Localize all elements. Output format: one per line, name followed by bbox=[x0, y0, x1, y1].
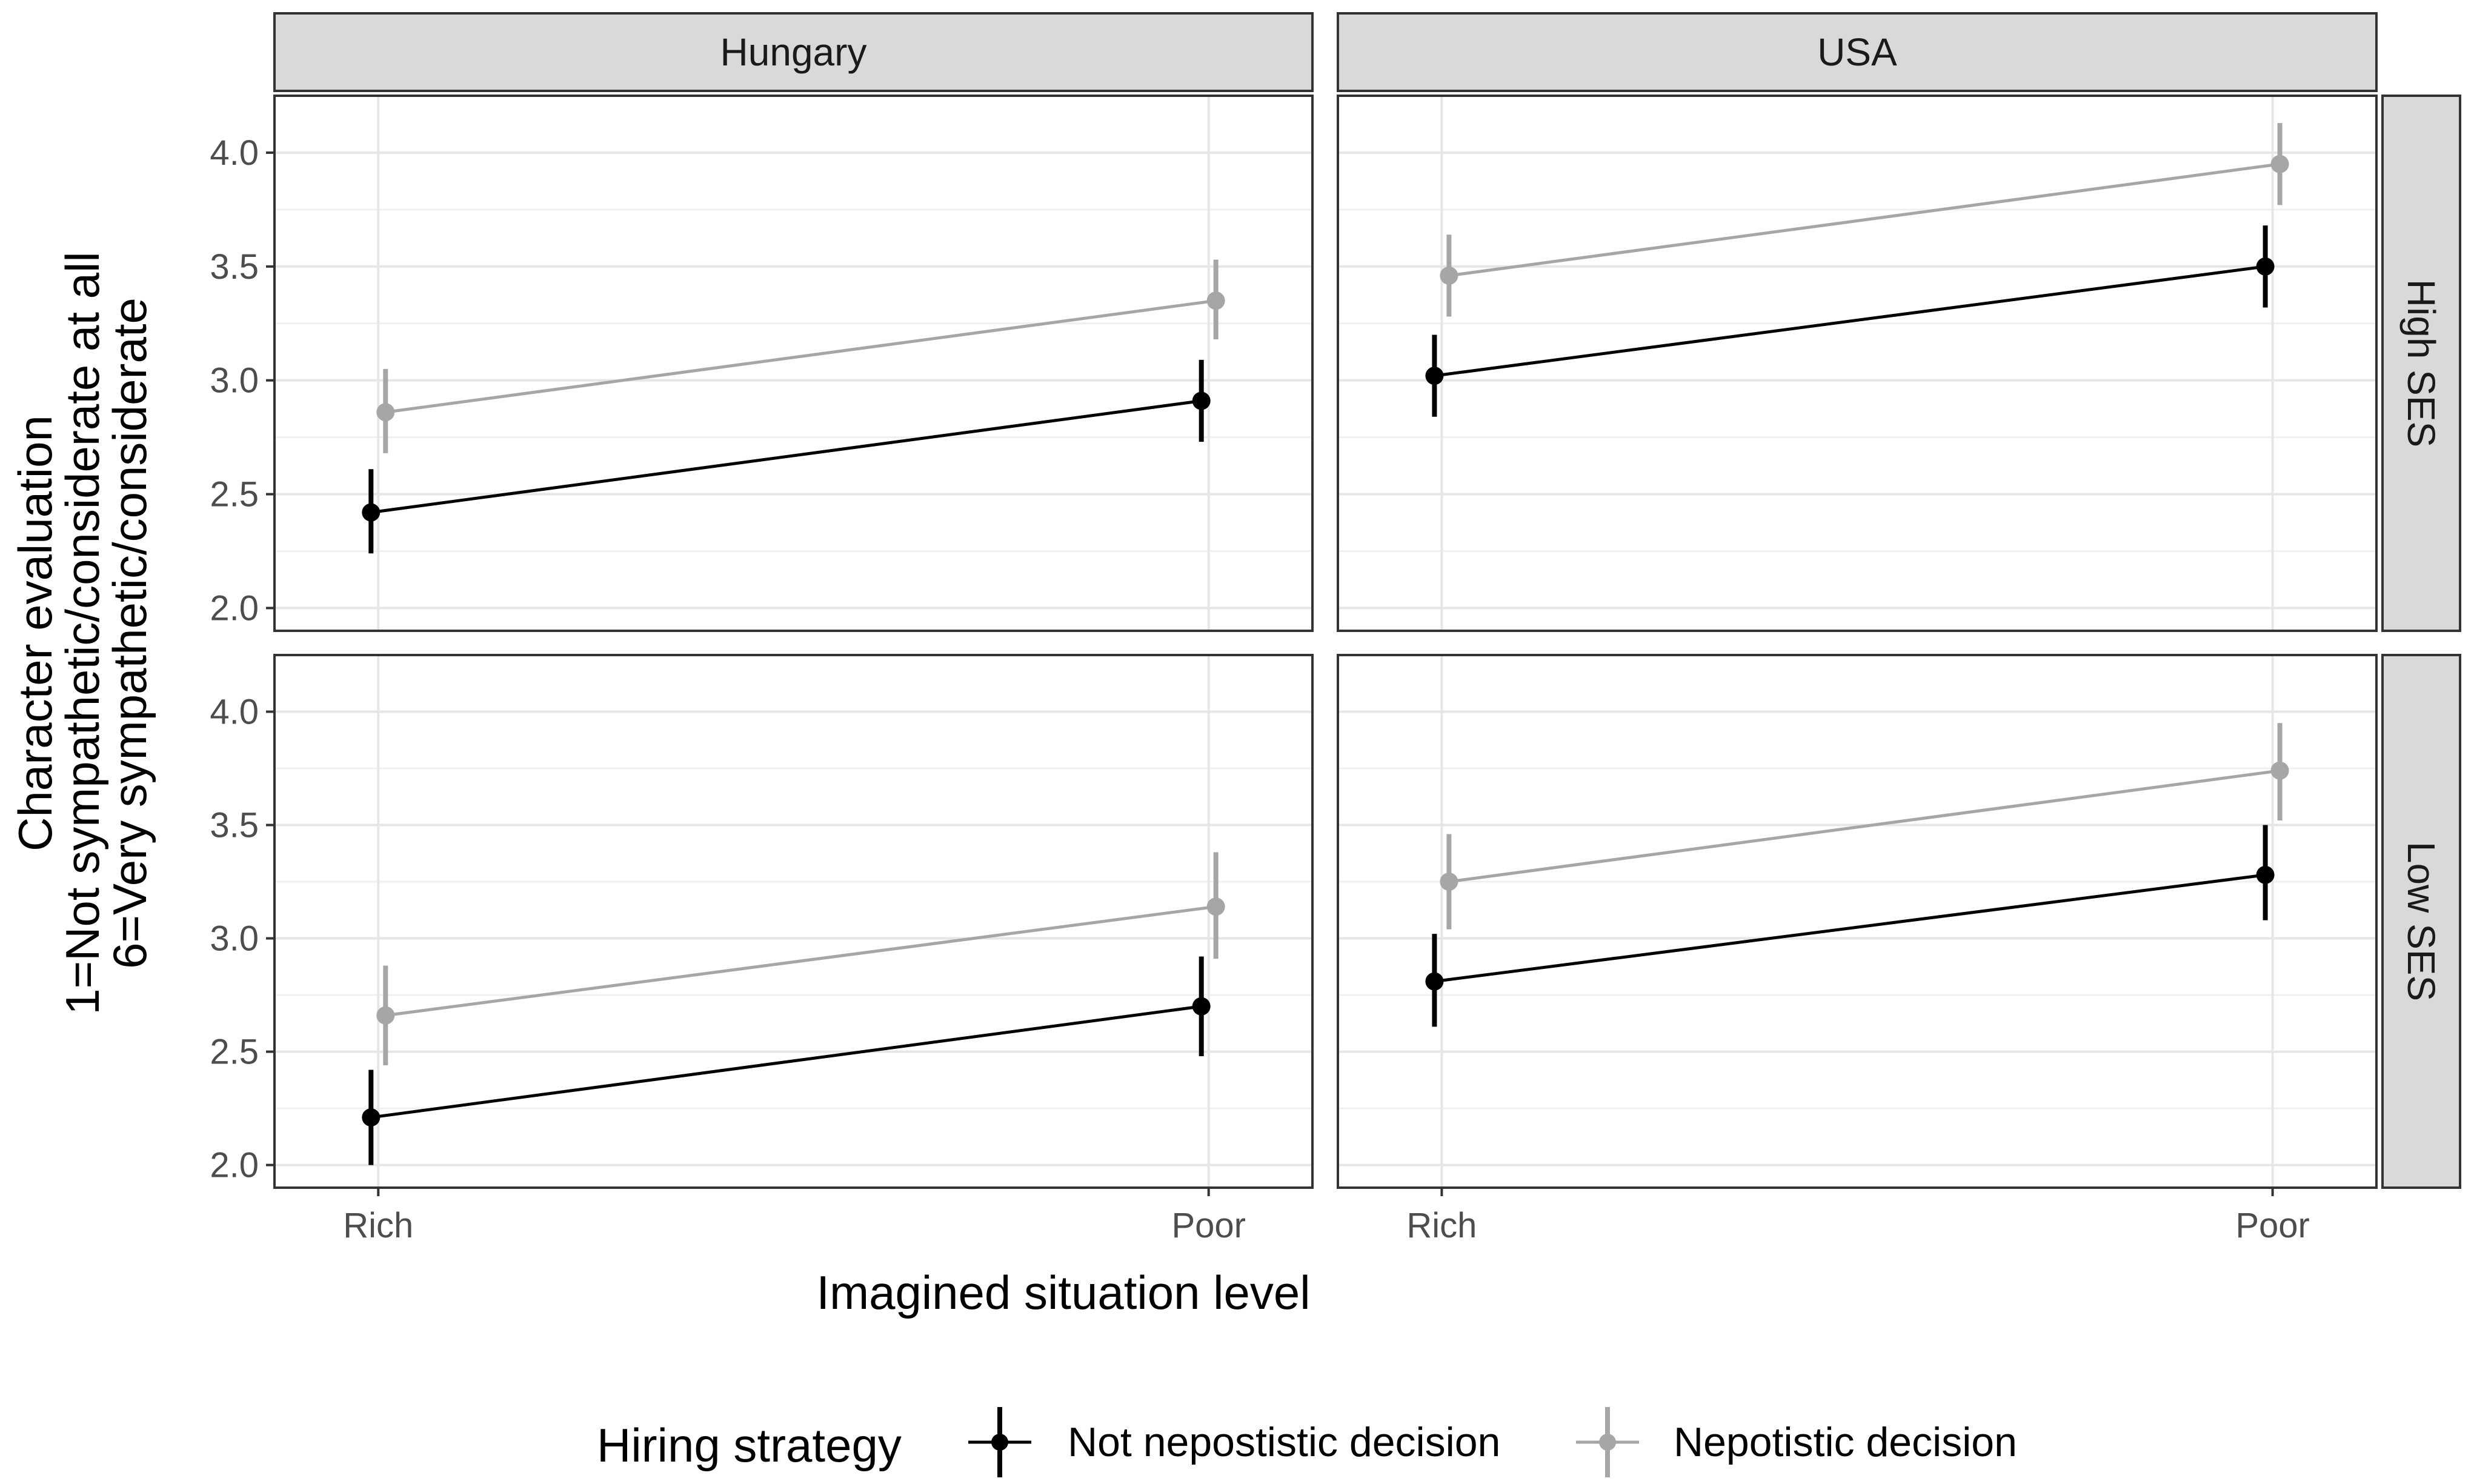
x-tick-label: Rich bbox=[1406, 1206, 1477, 1245]
panel-border bbox=[1337, 654, 2378, 1189]
facet-strip-usa bbox=[1337, 12, 2378, 92]
series-nepotistic-decision bbox=[1440, 723, 2289, 930]
data-point bbox=[2256, 865, 2275, 884]
series-nepotistic-decision bbox=[376, 852, 1225, 1066]
data-point bbox=[1206, 291, 1225, 310]
y-axis-title-group: Character evaluation 1=Not sympathetic/c… bbox=[8, 251, 156, 1015]
series-line bbox=[1449, 769, 2280, 883]
series-nepotistic-decision bbox=[376, 259, 1225, 453]
series-not-nepostistic-decision bbox=[362, 956, 1211, 1165]
facet-strip-low-ses bbox=[2381, 654, 2461, 1189]
panel-background bbox=[274, 96, 1312, 631]
data-point bbox=[362, 503, 381, 522]
series-line bbox=[1449, 162, 2280, 278]
series-not-nepostistic-decision bbox=[1425, 225, 2275, 417]
panel-background bbox=[274, 655, 1312, 1188]
y-tick-label: 4.0 bbox=[210, 693, 259, 732]
y-axis-title-line-3: 6=Very sympathetic/considerate bbox=[103, 298, 156, 969]
data-point bbox=[1192, 391, 1211, 410]
panel-hungary-high-ses: 2.0 2.5 3.0 3.5 4.0 bbox=[210, 95, 1314, 632]
data-point bbox=[2270, 761, 2289, 780]
legend-key-nepotistic bbox=[1576, 1407, 1639, 1477]
series-line bbox=[370, 1005, 1202, 1119]
series-not-nepostistic-decision bbox=[362, 359, 1211, 554]
facet-strip-high-ses bbox=[2381, 95, 2461, 632]
data-point bbox=[1440, 266, 1458, 285]
legend: Hiring strategy Not nepostistic decision… bbox=[597, 1407, 2017, 1477]
panels-layer: Hungary USA High SES Low SES 2.0 2.5 3.0 3.5 4.0… bbox=[210, 12, 2461, 1245]
x-tick-label: Rich bbox=[343, 1206, 413, 1245]
data-point bbox=[376, 1006, 395, 1025]
panel-hungary-low-ses: 2.0 2.5 3.0 3.5 4.0 Rich Poor bbox=[210, 654, 1314, 1245]
data-point bbox=[1440, 873, 1458, 891]
y-tick-label: 3.0 bbox=[210, 361, 259, 401]
legend-key-point bbox=[991, 1434, 1008, 1451]
facet-strip-hungary bbox=[273, 12, 1314, 92]
series-nepotistic-decision bbox=[1440, 123, 2289, 317]
y-tick-label: 2.5 bbox=[210, 1033, 259, 1072]
legend-label-nepotistic: Nepotistic decision bbox=[1674, 1419, 2017, 1465]
series-line bbox=[385, 299, 1217, 414]
panel-border bbox=[273, 95, 1314, 632]
series-line bbox=[1434, 873, 2266, 983]
y-axis-title-line-2: 1=Not sympathetic/considerate at all bbox=[56, 251, 109, 1015]
panel-usa-low-ses: Rich Poor bbox=[1337, 654, 2378, 1245]
y-axis-title-line-1: Character evaluation bbox=[8, 415, 62, 851]
series-line bbox=[385, 905, 1217, 1017]
facet-label-hungary: Hungary bbox=[720, 30, 867, 74]
facet-label-high-ses: High SES bbox=[2399, 279, 2443, 447]
data-point bbox=[1206, 897, 1225, 916]
y-tick-label: 2.0 bbox=[210, 588, 259, 628]
data-point bbox=[1425, 367, 1444, 385]
legend-key-point bbox=[1599, 1434, 1616, 1451]
y-tick-label: 4.0 bbox=[210, 133, 259, 173]
series-line bbox=[1434, 265, 2266, 378]
panel-background bbox=[1338, 96, 2376, 631]
data-point bbox=[2256, 257, 2275, 276]
data-point bbox=[376, 403, 395, 422]
y-tick-label: 3.0 bbox=[210, 919, 259, 959]
y-tick-label: 2.5 bbox=[210, 475, 259, 514]
series-not-nepostistic-decision bbox=[1425, 825, 2275, 1027]
y-tick-label: 2.0 bbox=[210, 1146, 259, 1185]
data-point bbox=[2270, 155, 2289, 173]
data-point bbox=[362, 1108, 381, 1127]
panel-border bbox=[1337, 95, 2378, 632]
panel-background bbox=[1338, 655, 2376, 1188]
facet-label-usa: USA bbox=[1817, 30, 1897, 74]
legend-label-not-nepotistic: Not nepostistic decision bbox=[1068, 1419, 1500, 1465]
y-tick-label: 3.5 bbox=[210, 247, 259, 287]
y-tick-label: 3.5 bbox=[210, 806, 259, 845]
data-point bbox=[1425, 972, 1444, 991]
legend-title: Hiring strategy bbox=[597, 1419, 902, 1472]
series-line bbox=[370, 399, 1202, 514]
legend-key-not-nepotistic bbox=[968, 1407, 1031, 1477]
panel-border bbox=[273, 654, 1314, 1189]
x-axis-title: Imagined situation level bbox=[816, 1266, 1310, 1319]
x-tick-label: Poor bbox=[1171, 1206, 1246, 1245]
panel-usa-high-ses bbox=[1337, 95, 2378, 632]
data-point bbox=[1192, 997, 1211, 1016]
facet-label-low-ses: Low SES bbox=[2399, 842, 2443, 1001]
x-tick-label: Poor bbox=[2235, 1206, 2310, 1245]
